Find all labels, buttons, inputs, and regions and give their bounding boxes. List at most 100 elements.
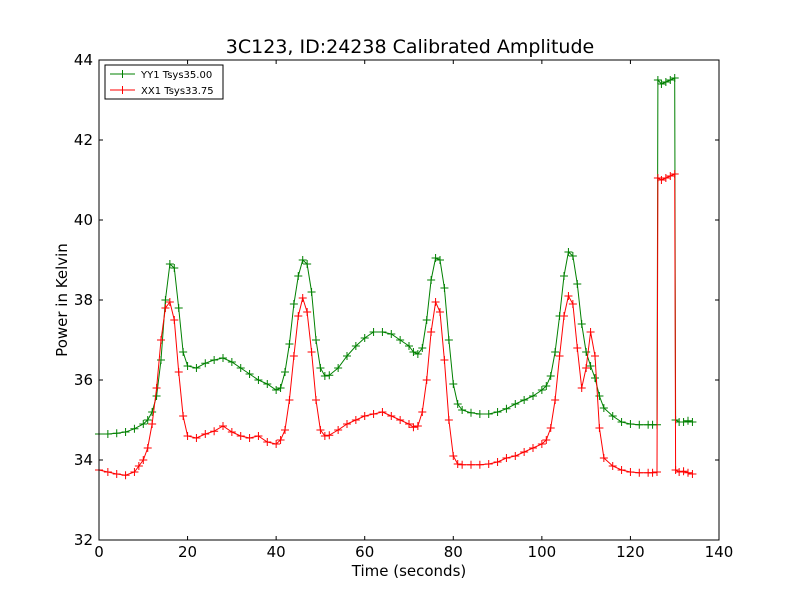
series-1-point-51 <box>422 376 431 384</box>
series-1-point-86 <box>635 468 644 477</box>
series-1-point-15 <box>179 412 188 420</box>
series-0-point-72 <box>560 272 568 280</box>
series-0-point-17 <box>201 359 210 368</box>
y-tick-label-1: 34 <box>74 451 93 469</box>
series-0-point-27 <box>281 368 289 376</box>
series-0-point-13 <box>174 304 183 312</box>
series-0-point-14 <box>179 348 188 356</box>
series-1-point-8 <box>148 420 157 428</box>
series-0-point-43 <box>378 328 387 336</box>
x-tick-label-1: 20 <box>178 543 197 561</box>
series-1-point-69 <box>542 436 551 444</box>
x-tick-label-4: 80 <box>444 543 463 561</box>
series-1-point-19 <box>210 427 219 436</box>
series-0-point-51 <box>427 276 436 284</box>
series-1-point-16 <box>183 432 192 440</box>
series-0-point-41 <box>360 334 369 342</box>
series-1-point-57 <box>449 452 458 460</box>
series-0-point-32 <box>303 260 312 268</box>
series-0-point-65 <box>520 396 529 404</box>
series-0-point-35 <box>316 364 325 372</box>
series-0-point-70 <box>551 348 560 356</box>
series-0-point-6 <box>143 416 152 424</box>
series-1-point-83 <box>608 462 617 470</box>
series-0-point-63 <box>502 404 511 413</box>
series-0-point-22 <box>245 370 254 378</box>
y-tick-label-5: 42 <box>74 131 93 149</box>
series-1-point-99 <box>688 470 697 478</box>
series-0-point-26 <box>276 384 285 392</box>
series-0-point-28 <box>285 340 294 348</box>
series-1-point-67 <box>529 444 537 452</box>
series-1-point-84 <box>617 466 626 474</box>
series-0-point-84 <box>626 420 635 428</box>
series-1-point-49 <box>413 422 422 430</box>
series-0-point-83 <box>617 418 626 426</box>
series-1-point-22 <box>236 432 245 440</box>
series-1-point-71 <box>551 396 560 404</box>
series-0-point-45 <box>396 336 405 344</box>
series-0-point-56 <box>449 380 458 388</box>
series-0-point-57 <box>453 400 462 408</box>
series-1-point-25 <box>263 438 272 446</box>
series-0-point-29 <box>289 300 298 308</box>
series-1-point-36 <box>316 426 325 434</box>
series-1-point-75 <box>568 300 577 308</box>
series-1-point-56 <box>444 416 453 424</box>
series-1-point-64 <box>502 454 511 462</box>
series-0-point-81 <box>599 404 608 412</box>
y-tick-label-4: 40 <box>74 211 93 229</box>
series-line-0 <box>99 77 693 435</box>
series-1-point-52 <box>427 328 436 336</box>
series-1-point-29 <box>285 396 294 404</box>
legend-label-0: YY1 Tsys35.00 <box>140 70 212 81</box>
series-0-point-62 <box>493 408 502 416</box>
series-1-point-10 <box>157 336 165 344</box>
x-tick-label-2: 40 <box>267 543 286 561</box>
series-1-point-1 <box>103 468 112 476</box>
series-1-point-45 <box>387 412 396 420</box>
series-0-point-47 <box>409 348 418 356</box>
series-1-point-96 <box>675 468 684 476</box>
series-0-point-10 <box>161 296 170 304</box>
series-0-point-16 <box>192 364 201 372</box>
series-0-point-54 <box>440 284 449 292</box>
series-1-point-77 <box>577 384 586 392</box>
legend-box <box>104 64 224 100</box>
series-1-point-27 <box>276 436 285 444</box>
series-0-point-4 <box>130 424 139 433</box>
series-0-point-53 <box>436 256 444 264</box>
series-0-point-8 <box>152 392 161 400</box>
series-0-point-7 <box>148 408 157 416</box>
series-1-point-62 <box>484 460 493 468</box>
legend-marker-1 <box>118 86 127 94</box>
series-1-point-18 <box>201 430 210 438</box>
series-1-point-55 <box>440 356 449 364</box>
series-0-point-48 <box>413 350 422 358</box>
series-0-point-24 <box>263 380 272 388</box>
series-1-point-80 <box>591 352 599 360</box>
series-0-point-20 <box>227 358 236 366</box>
series-0-point-90 <box>657 80 666 88</box>
series-1-point-23 <box>245 434 254 442</box>
series-1 <box>95 170 697 480</box>
series-1-point-68 <box>537 440 546 448</box>
series-0-point-44 <box>387 330 396 338</box>
series-0-point-82 <box>608 412 617 420</box>
series-0-point-18 <box>210 356 219 364</box>
series-0-point-92 <box>666 76 675 84</box>
series-1-point-58 <box>453 460 462 468</box>
series-1-point-14 <box>174 368 183 376</box>
series-0-point-97 <box>684 416 692 425</box>
series-1-point-82 <box>599 454 608 462</box>
series-1-point-5 <box>134 462 143 470</box>
series-1-point-20 <box>219 422 227 430</box>
series-0 <box>95 74 697 438</box>
series-1-point-93 <box>666 172 675 180</box>
chart-title: 3C123, ID:24238 Calibrated Amplitude <box>226 36 594 58</box>
series-0-point-33 <box>307 288 316 296</box>
series-1-point-85 <box>626 468 635 476</box>
y-tick-label-3: 38 <box>74 291 93 309</box>
series-0-point-98 <box>688 418 697 426</box>
series-0-point-68 <box>542 382 551 390</box>
